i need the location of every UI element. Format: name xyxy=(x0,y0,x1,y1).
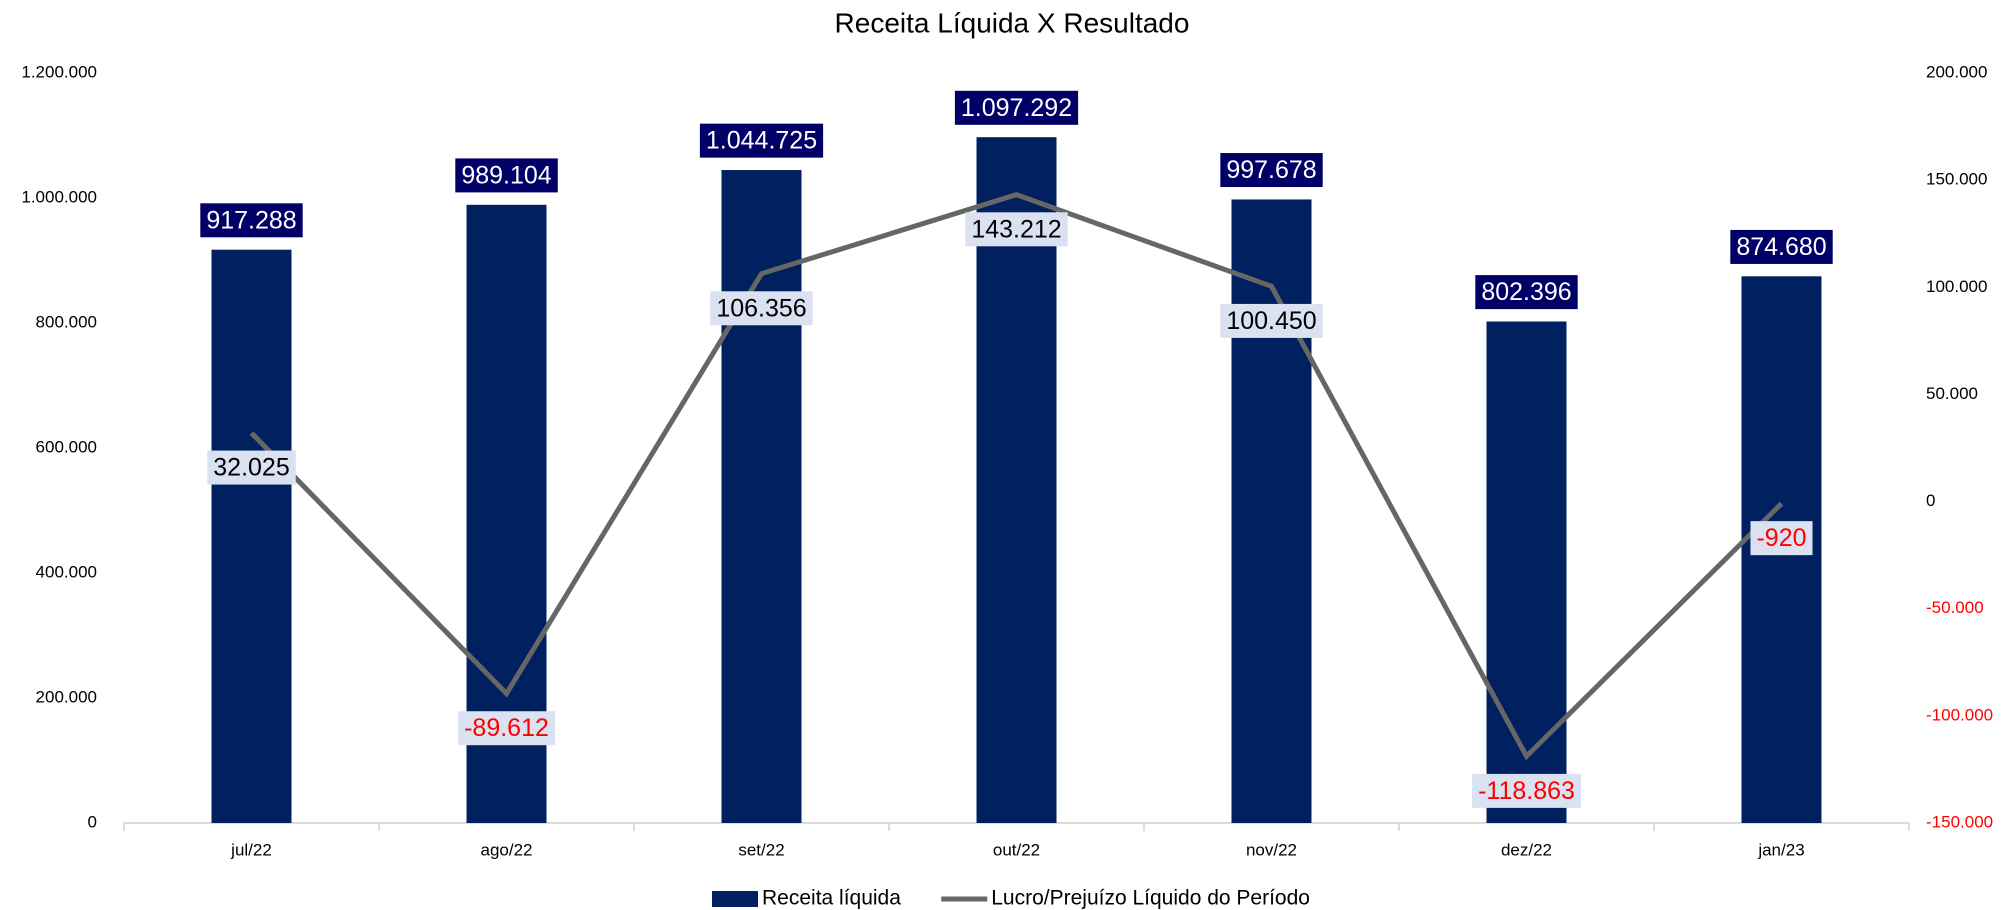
data-label: 989.104 xyxy=(461,161,551,189)
data-label-box xyxy=(1750,521,1813,556)
x-tick-label: out/22 xyxy=(993,840,1040,859)
y2-tick-label: 100.000 xyxy=(1926,277,1987,296)
data-label: 1.097.292 xyxy=(961,94,1072,122)
data-label-box xyxy=(699,123,824,158)
data-label-box xyxy=(1730,229,1833,264)
y2-tick-label: -100.000 xyxy=(1926,705,1993,724)
y-tick-label: 800.000 xyxy=(36,312,97,331)
data-label-box xyxy=(1475,275,1578,310)
y-tick-label: 0 xyxy=(88,812,97,831)
bar xyxy=(976,137,1057,823)
y-tick-label: 600.000 xyxy=(36,437,97,456)
data-label-box xyxy=(1220,153,1323,188)
y-tick-label: 1.200.000 xyxy=(21,62,97,81)
data-label: 100.450 xyxy=(1226,307,1316,335)
x-tick-label: dez/22 xyxy=(1501,840,1552,859)
chart-title: Receita Líquida X Resultado xyxy=(835,7,1190,38)
legend-swatch xyxy=(712,891,758,907)
x-tick-label: ago/22 xyxy=(481,840,533,859)
data-label-box xyxy=(710,291,813,326)
data-label: -118.863 xyxy=(1478,777,1575,805)
y2-tick-label: -150.000 xyxy=(1926,812,1993,831)
y2-tick-label: 200.000 xyxy=(1926,62,1987,81)
y2-tick-label: 0 xyxy=(1926,491,1935,510)
data-label: 143.212 xyxy=(971,215,1061,243)
y2-tick-label: -50.000 xyxy=(1926,598,1984,617)
data-label-box xyxy=(954,90,1079,125)
x-tick-label: jan/23 xyxy=(1757,840,1804,859)
data-label-box xyxy=(455,158,558,193)
bar xyxy=(211,249,292,823)
data-label-box xyxy=(965,212,1068,247)
data-label: -89.612 xyxy=(464,714,549,742)
x-tick-label: set/22 xyxy=(738,840,784,859)
x-tick-label: jul/22 xyxy=(230,840,272,859)
data-label: 802.396 xyxy=(1481,278,1571,306)
bar xyxy=(1486,321,1567,823)
data-label-box xyxy=(207,450,296,485)
y2-tick-label: 50.000 xyxy=(1926,384,1978,403)
data-label-box xyxy=(1220,303,1323,338)
data-label: 997.678 xyxy=(1226,156,1316,184)
legend-label: Lucro/Prejuízo Líquido do Período xyxy=(991,887,1310,910)
data-label: 874.680 xyxy=(1736,233,1826,261)
y2-tick-label: 150.000 xyxy=(1926,170,1987,189)
data-label: 32.025 xyxy=(213,454,289,482)
data-label: 1.044.725 xyxy=(706,127,817,155)
data-label: -920 xyxy=(1756,524,1806,552)
x-tick-label: nov/22 xyxy=(1246,840,1297,859)
bar xyxy=(1231,199,1312,824)
data-label: 917.288 xyxy=(206,206,296,234)
line xyxy=(249,192,1784,761)
data-label-box xyxy=(200,203,303,238)
y-tick-label: 400.000 xyxy=(36,562,97,581)
y-tick-label: 1.000.000 xyxy=(21,187,97,206)
data-label-box xyxy=(1472,773,1581,808)
legend-label: Receita líquida xyxy=(762,887,901,910)
data-label-box xyxy=(458,711,555,746)
data-label: 106.356 xyxy=(716,294,806,322)
bar xyxy=(721,170,802,823)
y-tick-label: 200.000 xyxy=(36,687,97,706)
